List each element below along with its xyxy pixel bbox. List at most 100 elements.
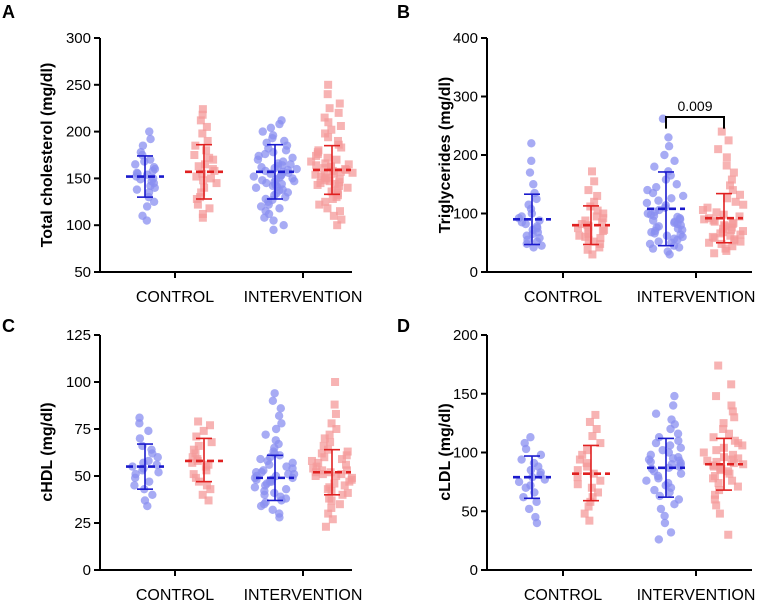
data-point-square <box>739 227 748 236</box>
data-point-square <box>724 467 733 476</box>
panel-b-ylabel: Triglycerides (mg/dl) <box>437 77 454 233</box>
data-point-circle <box>140 496 150 505</box>
data-point-square <box>327 125 336 134</box>
data-point-square <box>703 456 712 465</box>
data-point-square <box>728 407 737 416</box>
data-point-square <box>343 488 352 497</box>
data-point-square <box>728 242 737 251</box>
data-point-square <box>323 90 332 99</box>
data-point-square <box>588 432 597 441</box>
data-point-square <box>203 136 212 145</box>
data-point-circle <box>250 483 260 492</box>
data-point-circle <box>526 465 536 475</box>
data-point-circle <box>269 225 278 235</box>
data-point-square <box>596 476 605 485</box>
data-point-circle <box>132 168 142 177</box>
data-point-square <box>319 441 328 450</box>
data-point-square <box>712 392 721 401</box>
data-point-square <box>599 214 608 223</box>
data-point-square <box>596 234 605 243</box>
data-point-circle <box>520 438 529 448</box>
data-point-circle <box>261 430 270 439</box>
panel-d-letter: D <box>397 316 410 336</box>
data-point-square <box>708 232 717 241</box>
data-point-circle <box>148 490 157 499</box>
data-point-square <box>334 108 343 117</box>
data-point-square <box>729 168 738 177</box>
data-point-square <box>205 153 214 162</box>
data-point-circle <box>147 445 156 454</box>
y-tick-label: 0 <box>470 562 478 579</box>
data-point-square <box>337 470 346 479</box>
data-point-square <box>311 170 320 179</box>
data-point-square <box>198 169 207 178</box>
y-tick-label: 150 <box>66 170 91 187</box>
data-point-circle <box>674 436 683 445</box>
data-point-circle <box>271 436 280 445</box>
data-point-square <box>343 447 352 456</box>
panel-c: C cHDL (mg/dl) 0 25 50 75 100 125 CONTROL INTER… <box>2 316 362 602</box>
data-point-square <box>598 218 607 227</box>
data-point-square <box>320 171 329 180</box>
y-tick-label: 0 <box>83 562 91 579</box>
data-point-circle <box>654 222 663 231</box>
data-point-square <box>724 136 733 145</box>
data-point-square <box>739 200 748 209</box>
y-tick-label: 250 <box>66 77 91 94</box>
data-point-square <box>593 206 602 215</box>
data-point-square <box>599 209 608 218</box>
data-point-circle <box>660 511 669 521</box>
data-point-square <box>726 181 735 190</box>
data-point-circle <box>660 518 670 528</box>
data-point-circle <box>268 396 278 405</box>
data-point-circle <box>650 162 659 171</box>
y-tick-label: 100 <box>66 374 91 391</box>
data-point-square <box>321 522 330 531</box>
data-point-square <box>328 515 337 524</box>
data-point-circle <box>251 183 261 192</box>
data-point-square <box>340 481 349 490</box>
data-point-circle <box>257 162 266 172</box>
data-point-circle <box>249 172 259 181</box>
data-point-circle <box>258 127 267 136</box>
data-point-circle <box>664 133 673 142</box>
y-tick-label: 300 <box>66 30 91 47</box>
data-point-square <box>724 530 733 539</box>
data-point-circle <box>519 492 528 502</box>
data-point-circle <box>672 180 681 189</box>
data-point-square <box>189 445 198 454</box>
data-point-circle <box>135 434 145 443</box>
data-point-circle <box>274 411 284 421</box>
panel-d: D cLDL (mg/dl) 0 50 100 150 200 CONTROL INTERV… <box>397 316 755 602</box>
data-point-square <box>730 436 739 445</box>
data-point-circle <box>531 512 540 522</box>
data-point-square <box>729 450 738 459</box>
data-point-square <box>196 116 205 125</box>
data-point-square <box>321 159 330 168</box>
data-point-square <box>582 459 591 468</box>
data-point-circle <box>279 221 288 230</box>
data-point-square <box>320 113 329 122</box>
data-point-circle <box>146 155 155 164</box>
panel-b-plot: 0 100 200 300 400 CONTROL INTERVENTION 0.009 <box>453 30 755 306</box>
data-point-square <box>714 479 723 488</box>
data-point-square <box>739 460 748 469</box>
data-point-circle <box>254 151 263 161</box>
data-point-circle <box>676 443 686 452</box>
data-point-square <box>330 400 339 409</box>
data-point-square <box>198 490 207 499</box>
data-point-square <box>705 238 714 247</box>
data-point-square <box>191 141 200 150</box>
data-point-square <box>336 167 345 176</box>
data-point-square <box>204 496 213 505</box>
data-point-square <box>325 104 334 113</box>
data-point-square <box>715 509 724 518</box>
data-point-square <box>331 378 340 386</box>
data-point-circle <box>138 211 147 221</box>
data-point-square <box>722 153 731 162</box>
data-point-circle <box>130 481 139 490</box>
data-point-circle <box>643 185 652 195</box>
x-category-label: INTERVENTION <box>244 289 363 306</box>
data-point-circle <box>136 147 146 157</box>
data-point-square <box>343 183 352 192</box>
